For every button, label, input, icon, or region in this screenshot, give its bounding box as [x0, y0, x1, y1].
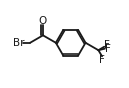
- Text: F: F: [104, 40, 110, 50]
- Text: F: F: [106, 44, 111, 54]
- Text: O: O: [39, 16, 47, 26]
- Text: Br: Br: [13, 38, 24, 48]
- Text: F: F: [99, 55, 104, 65]
